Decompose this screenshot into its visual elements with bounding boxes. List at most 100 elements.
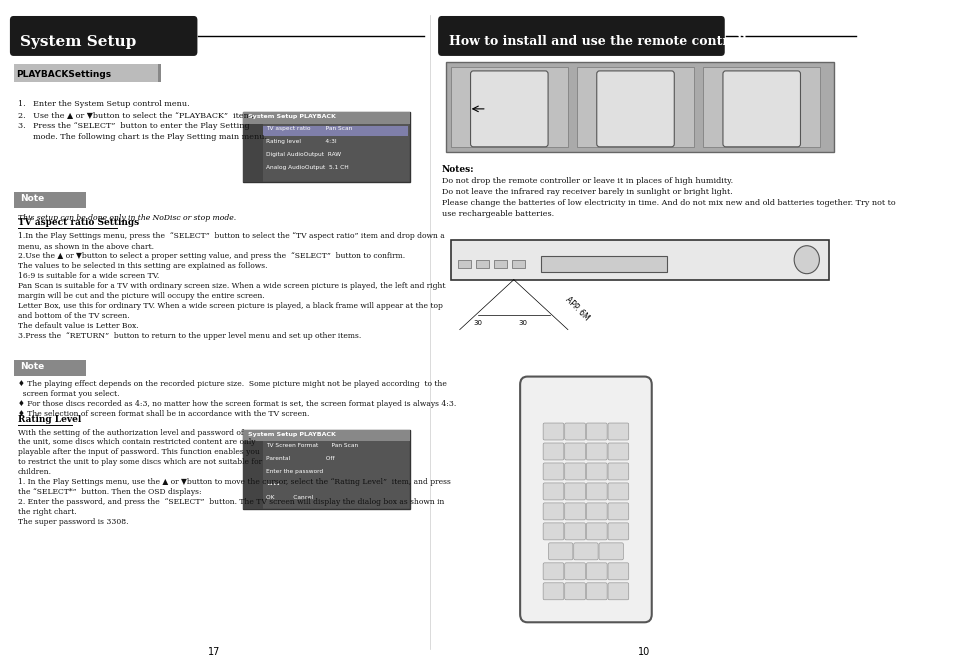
- Text: The values to be selected in this setting are explained as follows.: The values to be selected in this settin…: [18, 262, 267, 270]
- Bar: [13, 64, 157, 82]
- Text: Parental                   Off: Parental Off: [266, 457, 335, 461]
- FancyBboxPatch shape: [542, 483, 563, 500]
- Text: APP. 6M: APP. 6M: [563, 294, 590, 322]
- Text: Please change the batteries of low electricity in time. And do not mix new and o: Please change the batteries of low elect…: [441, 199, 895, 207]
- Bar: [243, 430, 410, 510]
- Text: The super password is 3308.: The super password is 3308.: [18, 518, 129, 527]
- Text: 1.   Enter the System Setup control menu.: 1. Enter the System Setup control menu.: [18, 100, 190, 108]
- Text: children.: children.: [18, 469, 52, 477]
- Text: Analog AudioOutput  5.1 CH: Analog AudioOutput 5.1 CH: [266, 165, 348, 170]
- Text: use rechargeable batteries.: use rechargeable batteries.: [441, 210, 554, 218]
- FancyBboxPatch shape: [564, 443, 585, 460]
- Bar: [494, 259, 506, 268]
- Text: ••••: ••••: [266, 482, 279, 488]
- Bar: [457, 259, 470, 268]
- Text: 17: 17: [207, 647, 219, 657]
- FancyBboxPatch shape: [437, 16, 724, 56]
- FancyBboxPatch shape: [586, 423, 606, 440]
- FancyBboxPatch shape: [607, 503, 628, 520]
- Text: OK          Cancel: OK Cancel: [266, 496, 313, 500]
- FancyBboxPatch shape: [470, 71, 548, 147]
- Text: Note: Note: [20, 362, 44, 370]
- FancyBboxPatch shape: [607, 563, 628, 580]
- FancyBboxPatch shape: [607, 583, 628, 600]
- Text: 16:9 is suitable for a wide screen TV.: 16:9 is suitable for a wide screen TV.: [18, 272, 159, 280]
- Bar: [446, 62, 833, 152]
- Text: TV Screen Format       Pan Scan: TV Screen Format Pan Scan: [266, 444, 357, 449]
- Text: 30: 30: [517, 319, 527, 325]
- Text: System Setup: System Setup: [20, 35, 136, 49]
- Text: the “SELECT*”  button. Then the OSD displays:: the “SELECT*” button. Then the OSD displ…: [18, 488, 201, 496]
- Text: Pan Scan is suitable for a TV with ordinary screen size. When a wide screen pict: Pan Scan is suitable for a TV with ordin…: [18, 282, 445, 290]
- FancyBboxPatch shape: [564, 563, 585, 580]
- Bar: [263, 126, 408, 136]
- FancyBboxPatch shape: [586, 443, 606, 460]
- Text: 3.Press the  “RETURN”  button to return to the upper level menu and set up other: 3.Press the “RETURN” button to return to…: [18, 331, 361, 340]
- Text: This setup can be done only in the NoDisc or stop mode.: This setup can be done only in the NoDis…: [18, 214, 236, 222]
- Bar: [243, 430, 410, 442]
- Bar: [512, 259, 524, 268]
- Text: screen format you select.: screen format you select.: [18, 389, 119, 397]
- FancyBboxPatch shape: [607, 463, 628, 480]
- Text: mode. The following chart is the Play Setting main menu.: mode. The following chart is the Play Se…: [18, 133, 267, 141]
- Text: With the setting of the authorization level and password of: With the setting of the authorization le…: [18, 428, 243, 436]
- Text: TV aspect ratio Settings: TV aspect ratio Settings: [18, 218, 139, 227]
- FancyBboxPatch shape: [607, 443, 628, 460]
- FancyBboxPatch shape: [542, 443, 563, 460]
- Bar: [540, 255, 666, 272]
- Text: the right chart.: the right chart.: [18, 508, 76, 516]
- Text: and bottom of the TV screen.: and bottom of the TV screen.: [18, 312, 130, 319]
- Text: 3.   Press the “SELECT”  button to enter the Play Setting: 3. Press the “SELECT” button to enter th…: [18, 122, 250, 130]
- FancyBboxPatch shape: [586, 483, 606, 500]
- Bar: [702, 67, 820, 147]
- Bar: [13, 360, 86, 376]
- Text: to restrict the unit to play some discs which are not suitable for: to restrict the unit to play some discs …: [18, 459, 262, 467]
- FancyBboxPatch shape: [586, 503, 606, 520]
- Bar: [157, 64, 161, 82]
- FancyBboxPatch shape: [548, 543, 572, 560]
- Text: 30: 30: [473, 319, 482, 325]
- Text: TV aspect ratio        Pan Scan: TV aspect ratio Pan Scan: [266, 126, 352, 131]
- Text: playable after the input of password. This function enables you: playable after the input of password. Th…: [18, 449, 259, 457]
- FancyBboxPatch shape: [542, 463, 563, 480]
- Text: System Setup PLAYBACK: System Setup PLAYBACK: [248, 114, 335, 119]
- FancyBboxPatch shape: [597, 71, 674, 147]
- Bar: [450, 67, 567, 147]
- Text: Letter Box, use this for ordinary TV. When a wide screen picture is played, a bl: Letter Box, use this for ordinary TV. Wh…: [18, 302, 442, 310]
- Text: 2.Use the ▲ or ▼button to select a proper setting value, and press the  “SELECT”: 2.Use the ▲ or ▼button to select a prope…: [18, 251, 405, 259]
- FancyBboxPatch shape: [564, 583, 585, 600]
- Text: 1. In the Play Settings menu, use the ▲ or ▼button to move the cursor, select th: 1. In the Play Settings menu, use the ▲ …: [18, 478, 451, 486]
- Text: Rating level             4:3I: Rating level 4:3I: [266, 139, 336, 144]
- Text: The default value is Letter Box.: The default value is Letter Box.: [18, 321, 138, 329]
- Text: Note: Note: [20, 194, 44, 203]
- FancyBboxPatch shape: [586, 583, 606, 600]
- Bar: [577, 67, 694, 147]
- Text: ♦ For those discs recorded as 4:3, no matter how the screen format is set, the s: ♦ For those discs recorded as 4:3, no ma…: [18, 399, 456, 407]
- Text: the unit, some discs which contain restricted content are only: the unit, some discs which contain restr…: [18, 438, 255, 447]
- Text: menu, as shown in the above chart.: menu, as shown in the above chart.: [18, 242, 153, 249]
- Bar: [243, 124, 263, 182]
- FancyBboxPatch shape: [586, 563, 606, 580]
- FancyBboxPatch shape: [564, 463, 585, 480]
- FancyBboxPatch shape: [10, 16, 197, 56]
- FancyBboxPatch shape: [586, 463, 606, 480]
- FancyBboxPatch shape: [542, 583, 563, 600]
- FancyBboxPatch shape: [573, 543, 598, 560]
- FancyBboxPatch shape: [564, 503, 585, 520]
- Text: Enter the password: Enter the password: [266, 469, 323, 475]
- FancyBboxPatch shape: [519, 377, 651, 622]
- FancyBboxPatch shape: [542, 503, 563, 520]
- Text: Do not leave the infrared ray receiver barely in sunlight or bright light.: Do not leave the infrared ray receiver b…: [441, 188, 732, 196]
- Circle shape: [793, 246, 819, 274]
- Bar: [450, 240, 828, 280]
- FancyBboxPatch shape: [542, 563, 563, 580]
- FancyBboxPatch shape: [722, 71, 800, 147]
- FancyBboxPatch shape: [607, 423, 628, 440]
- FancyBboxPatch shape: [598, 543, 622, 560]
- FancyBboxPatch shape: [586, 523, 606, 540]
- Text: System Setup PLAYBACK: System Setup PLAYBACK: [248, 432, 335, 436]
- FancyBboxPatch shape: [542, 423, 563, 440]
- Text: 1.In the Play Settings menu, press the  “SELECT”  button to select the “TV aspec: 1.In the Play Settings menu, press the “…: [18, 232, 444, 240]
- Text: PLAYBACKSettings: PLAYBACKSettings: [16, 70, 112, 79]
- Text: ♦ The selection of screen format shall be in accordance with the TV screen.: ♦ The selection of screen format shall b…: [18, 409, 309, 418]
